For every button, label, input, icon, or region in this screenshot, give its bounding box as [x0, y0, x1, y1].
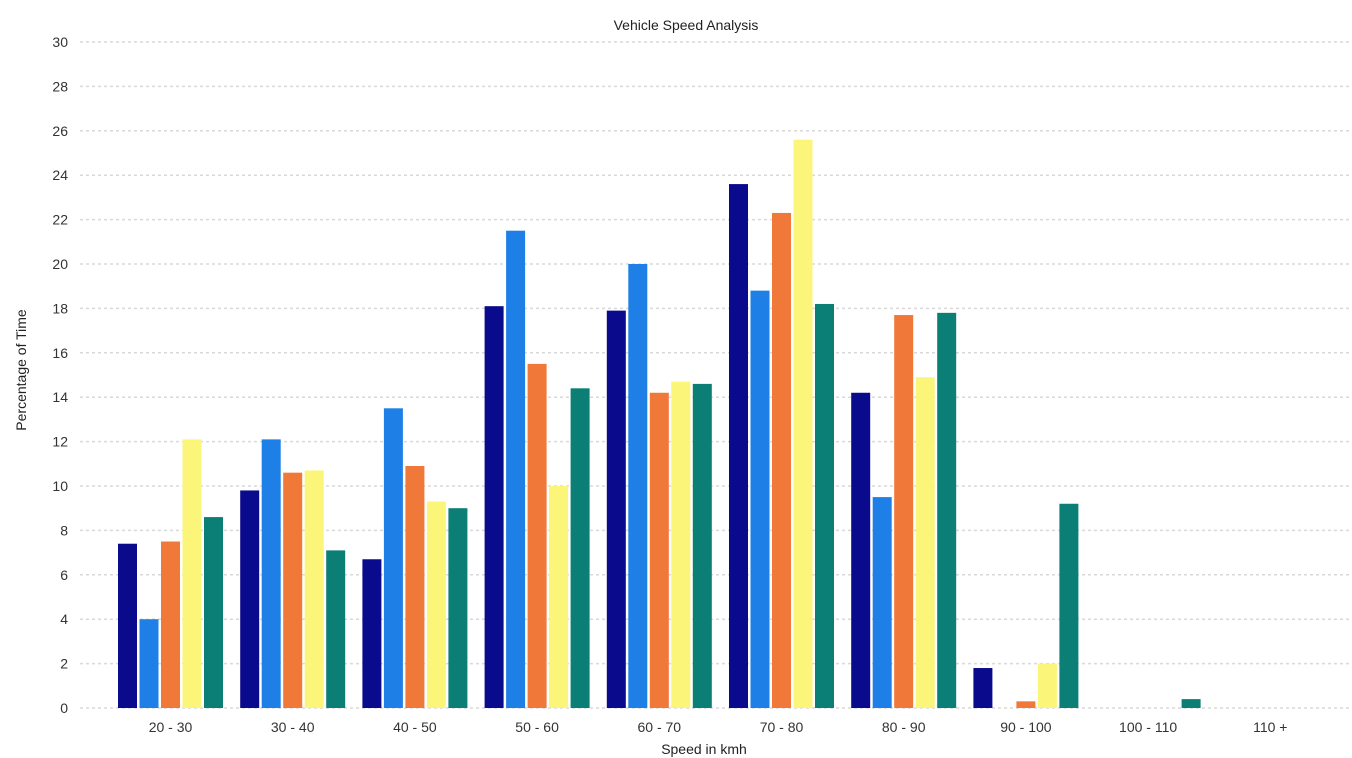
y-tick-label: 18: [52, 300, 68, 316]
bar: [692, 383, 712, 708]
y-tick-label: 6: [60, 567, 68, 583]
y-tick-label: 4: [60, 611, 68, 627]
x-tick-label: 40 - 50: [393, 719, 437, 735]
bar: [326, 550, 346, 708]
y-tick-label: 0: [60, 700, 68, 716]
bar: [671, 381, 691, 708]
bar: [729, 184, 748, 708]
y-axis-title: Percentage of Time: [13, 309, 29, 431]
bar: [894, 315, 914, 708]
y-tick-label: 16: [52, 345, 68, 361]
y-tick-label: 14: [52, 389, 68, 405]
bar: [851, 392, 871, 708]
bar: [549, 486, 569, 708]
y-tick-label: 10: [52, 478, 68, 494]
bar: [1181, 699, 1201, 708]
y-tick-label: 12: [52, 434, 68, 450]
bar: [182, 439, 202, 708]
bar: [283, 472, 303, 708]
bar: [937, 312, 957, 708]
y-tick-label: 8: [60, 522, 68, 538]
bar: [240, 490, 260, 708]
bar: [383, 408, 403, 708]
bar: [448, 508, 468, 708]
x-tick-label: 30 - 40: [271, 719, 315, 735]
x-tick-label: 100 - 110: [1119, 719, 1177, 735]
bar: [649, 392, 669, 708]
bar: [915, 377, 935, 708]
bar: [118, 543, 137, 708]
bar: [362, 559, 382, 708]
bar: [1059, 503, 1079, 708]
x-axis-title: Speed in kmh: [661, 741, 747, 757]
bar: [606, 310, 626, 708]
bar: [161, 541, 180, 708]
x-tick-label: 80 - 90: [882, 719, 926, 735]
x-tick-label: 70 - 80: [760, 719, 804, 735]
x-tick-label: 60 - 70: [638, 719, 682, 735]
bars: [118, 139, 1201, 708]
x-axis-ticks: 20 - 30 30 - 40 40 - 50 50 - 60 60 - 70 70 - …: [149, 719, 1288, 735]
bar: [772, 212, 791, 708]
y-tick-label: 22: [52, 212, 68, 228]
bar: [139, 619, 159, 708]
bar: [973, 668, 993, 708]
bar: [872, 497, 892, 708]
y-tick-label: 26: [52, 123, 68, 139]
bar: [304, 470, 324, 708]
bar: [426, 501, 446, 708]
bar: [1016, 701, 1036, 708]
bar: [506, 230, 526, 708]
bar: [261, 439, 281, 708]
bar: [1037, 663, 1057, 708]
y-tick-label: 24: [52, 167, 68, 183]
bar: [405, 466, 425, 708]
y-tick-label: 30: [52, 34, 68, 50]
bar: [484, 306, 504, 708]
x-tick-label: 90 - 100: [1000, 719, 1052, 735]
bar: [815, 303, 834, 708]
bar: [527, 363, 547, 708]
bar: [628, 264, 648, 708]
x-tick-label: 20 - 30: [149, 719, 193, 735]
bar: [570, 388, 590, 708]
y-tick-label: 20: [52, 256, 68, 272]
bar: [793, 139, 813, 708]
bar: [750, 290, 770, 708]
x-tick-label: 50 - 60: [515, 719, 559, 735]
chart-title: Vehicle Speed Analysis: [614, 17, 759, 33]
y-tick-label: 28: [52, 78, 68, 94]
y-tick-label: 2: [60, 656, 68, 672]
x-tick-label: 110 +: [1253, 719, 1287, 735]
bar: [204, 517, 223, 708]
